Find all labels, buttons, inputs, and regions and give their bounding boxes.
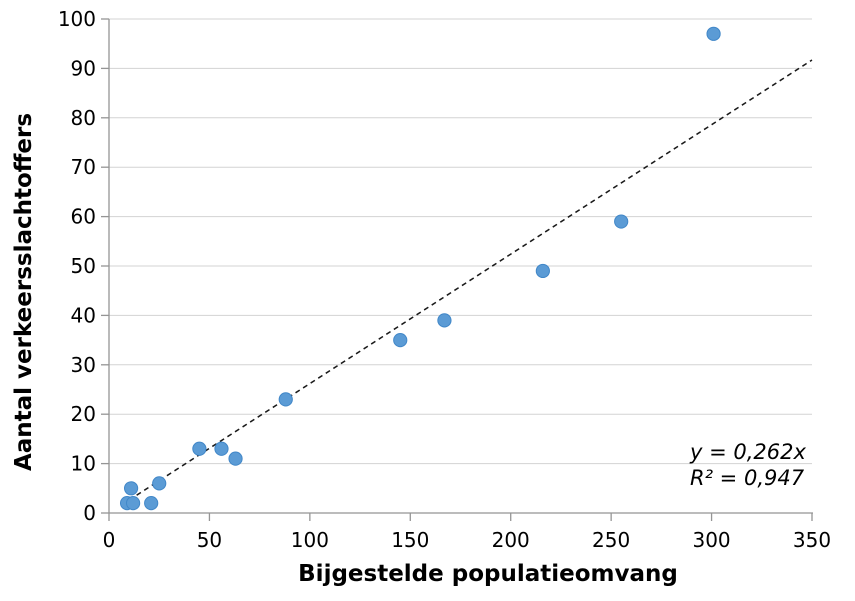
y-tick-label: 40 [71, 303, 96, 327]
data-point [706, 26, 721, 41]
x-tick-label: 300 [692, 528, 730, 552]
y-tick-label: 20 [71, 402, 96, 426]
data-point [614, 214, 629, 229]
x-tick-label: 200 [492, 528, 530, 552]
x-tick-label: 150 [391, 528, 429, 552]
x-tick-label: 350 [793, 528, 831, 552]
x-tick-label: 0 [103, 528, 116, 552]
data-point [214, 441, 229, 456]
data-point [192, 441, 207, 456]
trendline-annotation: y = 0,262x R² = 0,947 [690, 439, 806, 491]
trendline [128, 59, 813, 501]
x-tick-label: 250 [592, 528, 630, 552]
x-tick-label: 100 [291, 528, 329, 552]
y-tick-label: 100 [58, 7, 96, 31]
y-tick-label: 60 [71, 205, 96, 229]
y-tick-label: 70 [71, 155, 96, 179]
y-tick-label: 10 [71, 452, 96, 476]
y-tick-label: 80 [71, 106, 96, 130]
data-point [228, 451, 243, 466]
data-point [278, 392, 293, 407]
y-tick-label: 50 [71, 254, 96, 278]
trendline-equation-label: y = 0,262x [690, 440, 806, 464]
y-tick-label: 0 [83, 501, 96, 525]
y-tick-label: 90 [71, 56, 96, 80]
y-tick-label: 30 [71, 353, 96, 377]
x-tick-label: 50 [197, 528, 222, 552]
data-point [152, 476, 167, 491]
trendline-r2-label: R² = 0,947 [690, 466, 805, 490]
data-point [437, 313, 452, 328]
y-axis-title: Aantal verkeersslachtoffers [11, 112, 37, 472]
data-point [126, 496, 141, 511]
x-axis-title: Bijgestelde populatieomvang [298, 561, 678, 587]
data-point [144, 496, 159, 511]
data-point [393, 333, 408, 348]
data-point [535, 263, 550, 279]
data-point [123, 481, 139, 496]
